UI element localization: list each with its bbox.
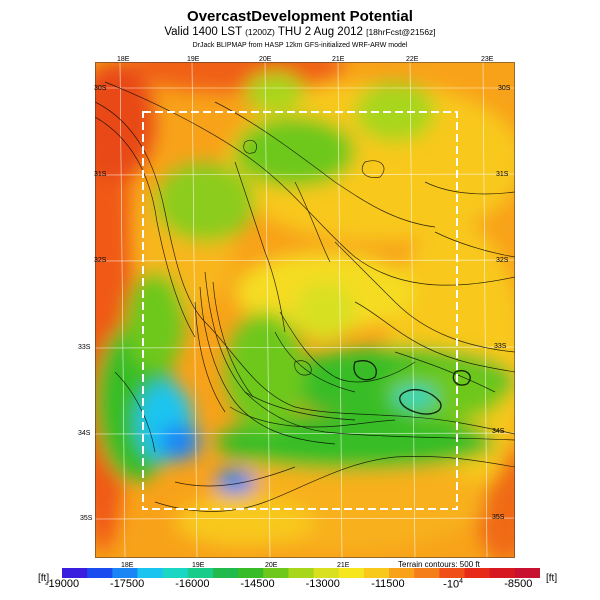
lat-label-left: 31S <box>94 171 107 178</box>
lon-label-bottom: 18E <box>121 562 134 569</box>
colorbar-segment <box>389 568 415 578</box>
colorbar-tick-label: -17500 <box>110 578 145 590</box>
colorbar-segment <box>464 568 491 578</box>
colorbar-segment <box>263 568 289 578</box>
colorbar-segment <box>87 568 113 578</box>
colorbar-tick-label: -19000 <box>44 578 80 590</box>
lat-label-left: 30S <box>94 85 107 92</box>
colorbar-segment <box>338 568 365 578</box>
lon-label-top: 22E <box>406 56 419 63</box>
lat-label-right: 34S <box>492 428 505 435</box>
map-subtitle: Valid 1400 LST (1200Z) THU 2 Aug 2012 [1… <box>0 26 600 38</box>
colorbar-segment <box>212 568 239 578</box>
colorbar-tick-label: -8500 <box>504 578 533 590</box>
valid-time: Valid 1400 LST <box>164 26 242 38</box>
lon-label-bottom: 19E <box>192 562 205 569</box>
colorbar-tick-label: -104 <box>443 578 463 591</box>
forecast-info: [18hrFcst@2156z] <box>366 27 436 37</box>
model-credit: DrJack BLIPMAP from HASP 12km GFS-initia… <box>192 42 408 49</box>
map-title: OvercastDevelopment Potential <box>187 8 413 25</box>
colorbar-segment <box>439 568 466 578</box>
valid-time-utc: (1200Z) <box>245 27 275 37</box>
lon-label-top: 23E <box>481 56 494 63</box>
colorbar-segment <box>363 568 390 578</box>
valid-date: THU 2 Aug 2012 <box>277 26 363 38</box>
colorbar-segment <box>238 568 264 578</box>
domain-boundary <box>142 111 458 510</box>
colorbar-segment <box>514 568 540 578</box>
lat-label-right: 31S <box>496 171 509 178</box>
lat-label-left: 35S <box>80 515 93 522</box>
lat-label-left: 34S <box>78 430 91 437</box>
colorbar-segment <box>187 568 214 578</box>
colorbar-segment <box>62 568 88 578</box>
terrain-contour-note: Terrain contours: 500 ft <box>398 560 480 569</box>
colorbar-segment <box>162 568 189 578</box>
lat-label-right: 33S <box>494 343 507 350</box>
lat-label-right: 30S <box>498 85 511 92</box>
map-panel <box>95 62 515 558</box>
lat-label-right: 35S <box>492 514 505 521</box>
lon-label-top: 21E <box>332 56 345 63</box>
colorbar-segment <box>414 568 440 578</box>
colorbar-tick-label: -14500 <box>240 578 275 590</box>
colorbar-tick-label: -13000 <box>305 578 340 590</box>
colorbar-segment <box>288 568 315 578</box>
grid-lines <box>95 62 515 558</box>
lon-label-top: 18E <box>117 56 130 63</box>
colorbar-segment <box>137 568 164 578</box>
lat-label-right: 32S <box>496 257 509 264</box>
lon-label-bottom: 21E <box>337 562 350 569</box>
terrain-contours <box>95 81 515 512</box>
colorbar-tick-label: -11500 <box>371 578 405 590</box>
colorbar <box>62 568 540 578</box>
colorbar-tick-label: -16000 <box>175 578 210 590</box>
colorbar-segment <box>489 568 516 578</box>
colorbar-tick-exponent: 4 <box>459 578 463 585</box>
lon-label-bottom: 20E <box>265 562 278 569</box>
colorbar-unit-right: [ft] <box>546 573 558 584</box>
lon-label-top: 19E <box>187 56 200 63</box>
lon-label-top: 20E <box>259 56 272 63</box>
colorbar-segment <box>313 568 340 578</box>
lat-label-left: 33S <box>78 344 91 351</box>
colorbar-unit-left: [ft] <box>38 573 50 584</box>
colorbar-segment <box>112 568 138 578</box>
lat-label-left: 32S <box>94 257 107 264</box>
